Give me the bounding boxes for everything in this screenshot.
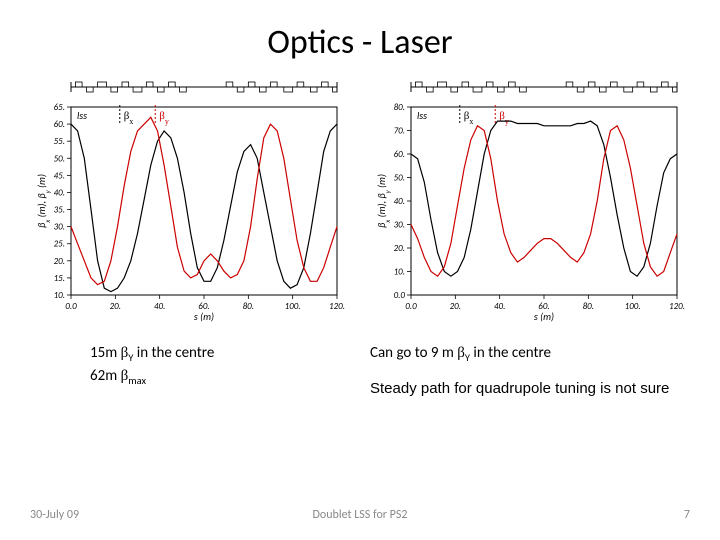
footer-center: Doublet LSS for PS2 [313, 508, 408, 522]
svg-text:30.: 30. [394, 220, 405, 231]
svg-text:βx: βx [464, 110, 474, 126]
slide-title: Optics - Laser [0, 0, 720, 73]
svg-text:60.: 60. [54, 119, 65, 130]
svg-text:100.: 100. [285, 301, 301, 312]
svg-text:20.: 20. [54, 256, 65, 267]
svg-text:50.: 50. [54, 153, 65, 164]
svg-text:βx: βx [124, 110, 134, 126]
svg-text:50.: 50. [394, 173, 405, 184]
caption-right: Can go to 9 m βY in the centre Steady pa… [370, 343, 670, 399]
svg-text:65.: 65. [54, 102, 65, 113]
svg-text:0.0: 0.0 [65, 301, 77, 312]
svg-text:βx (m), βy (m): βx (m), βy (m) [375, 174, 392, 228]
svg-text:40.: 40. [394, 196, 405, 207]
svg-text:20.: 20. [110, 301, 121, 312]
cap-l2-sub: max [128, 374, 146, 387]
svg-text:0.0: 0.0 [394, 290, 406, 301]
svg-text:βy: βy [499, 110, 509, 126]
svg-text:βx (m), βy (m): βx (m), βy (m) [35, 174, 52, 228]
charts-row: 0.0 20. 40. 60. 80. 100. 120. 10. 15. 20. 25. 30. 35… [0, 73, 720, 323]
svg-text:40.: 40. [54, 187, 65, 198]
chart-right: 0.0 20. 40. 60. 80. 100. 120. 0.0 10. 20. 30. 40. 50… [375, 73, 685, 323]
svg-text:20.: 20. [394, 243, 405, 254]
svg-text:lss: lss [417, 109, 427, 122]
svg-text:40.: 40. [494, 301, 505, 312]
footer: 30-July 09 Doublet LSS for PS2 7 [0, 508, 720, 522]
footer-page: 7 [684, 508, 690, 522]
svg-text:80.: 80. [394, 102, 405, 113]
cap-r1-post: in the centre [470, 344, 551, 362]
svg-text:lss: lss [77, 109, 87, 122]
svg-text:80.: 80. [583, 301, 594, 312]
svg-text:60.: 60. [394, 149, 405, 160]
svg-text:s (m): s (m) [534, 310, 554, 323]
svg-text:35.: 35. [54, 205, 65, 216]
svg-text:55.: 55. [54, 136, 65, 147]
svg-text:βy: βy [159, 110, 169, 126]
cap-l1-post: in the centre [133, 344, 214, 362]
svg-text:10.: 10. [54, 290, 65, 301]
svg-text:15.: 15. [54, 273, 65, 284]
chart-left: 0.0 20. 40. 60. 80. 100. 120. 10. 15. 20. 25. 30. 35… [35, 73, 345, 323]
cap-r1-pre: Can go to 9 m [370, 344, 457, 362]
svg-text:120.: 120. [329, 301, 345, 312]
svg-text:10.: 10. [394, 267, 405, 278]
svg-text:30.: 30. [54, 222, 65, 233]
captions-row: 15m βY in the centre 62m βmax Can go to … [0, 323, 720, 399]
svg-text:100.: 100. [625, 301, 641, 312]
svg-text:70.: 70. [394, 126, 405, 137]
cap-r1-sym: β [457, 345, 465, 361]
svg-text:25.: 25. [54, 239, 65, 250]
caption-left: 15m βY in the centre 62m βmax [50, 343, 350, 399]
cap-r2: Steady path for quadrupole tuning is not… [370, 378, 670, 399]
svg-text:40.: 40. [154, 301, 165, 312]
cap-l2-pre: 62m [90, 367, 121, 385]
svg-text:120.: 120. [669, 301, 685, 312]
svg-text:80.: 80. [243, 301, 254, 312]
footer-date: 30-July 09 [30, 508, 79, 522]
svg-text:20.: 20. [450, 301, 461, 312]
cap-l1-pre: 15m [90, 344, 121, 362]
svg-text:0.0: 0.0 [405, 301, 417, 312]
svg-text:45.: 45. [54, 170, 65, 181]
svg-text:s (m): s (m) [194, 310, 214, 323]
